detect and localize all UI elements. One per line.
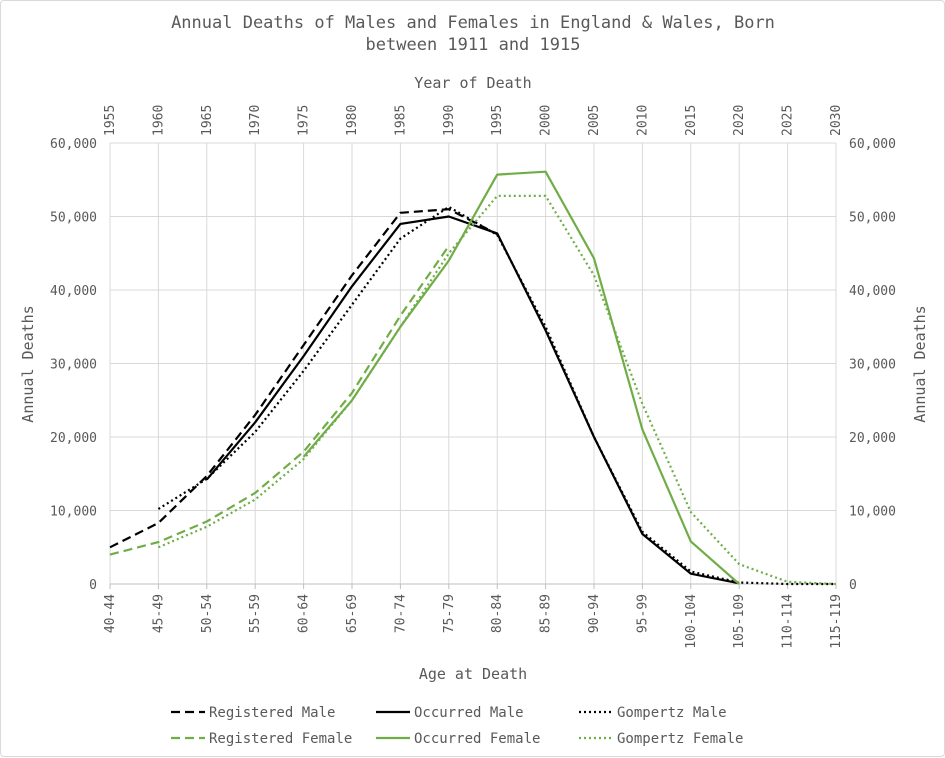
top-axis-title: Year of Death [414,74,531,92]
x-axis-title: Age at Death [419,665,527,683]
series-line-registered-female [109,245,450,556]
top-tick-label: 2020 [732,105,747,136]
y-axis-title: Annual Deaths [19,305,37,422]
series-line-gompertz-male [157,205,836,586]
y2-tick-label: 30,000 [849,358,896,373]
y2-tick-label: 0 [849,578,857,593]
top-tick-label: 2000 [539,105,554,136]
chart-title-line-1: Annual Deaths of Males and Females in En… [171,13,775,33]
x-tick-label: 75-79 [442,594,457,633]
axis-ticks: 0 0 10,000 10,000 20,000 20,000 30,000 30,000 40… [50,105,896,649]
y2-tick-label: 20,000 [849,431,896,446]
x-tick-label: 65-69 [345,594,360,633]
x-tick-label: 55-59 [248,594,263,633]
top-tick-label: 1975 [297,105,312,136]
x-tick-label: 105-109 [732,594,747,649]
y-tick-label: 10,000 [50,505,97,520]
chart-title-line-2: between 1911 and 1915 [366,35,581,55]
top-tick-label: 2025 [781,105,796,136]
legend-label-gompertz-male: Gompertz Male [617,705,727,721]
top-tick-label: 1980 [345,105,360,136]
y-tick-label: 60,000 [50,137,97,152]
y-tick-label: 20,000 [50,431,97,446]
x-tick-label: 45-49 [151,594,166,633]
y-tick-label: 50,000 [50,211,97,226]
legend-label-registered-male: Registered Male [209,705,335,721]
x-tick-label: 80-84 [490,594,505,633]
y2-tick-label: 50,000 [849,211,896,226]
series-lines [109,170,837,586]
top-tick-label: 2030 [829,105,844,136]
x-tick-label: 70-74 [393,594,408,633]
legend: Registered Male Occurred Male Gompertz Mal… [171,705,743,747]
y2-tick-label: 10,000 [849,505,896,520]
y-tick-label: 30,000 [50,358,97,373]
gridlines [109,142,837,585]
top-tick-label: 2005 [587,105,602,136]
y2-tick-label: 60,000 [849,137,896,152]
y-tick-label: 0 [89,578,97,593]
top-tick-label: 1985 [393,105,408,136]
x-tick-label: 110-114 [781,594,796,649]
series-line-occurred-male [205,215,740,585]
top-tick-label: 1960 [151,105,166,136]
x-tick-label: 85-89 [539,594,554,633]
x-tick-label: 60-64 [297,594,312,633]
x-tick-label: 100-104 [684,594,699,649]
y-tick-label: 40,000 [50,284,97,299]
top-tick-label: 2015 [684,105,699,136]
x-tick-label: 40-44 [103,594,118,633]
legend-label-gompertz-female: Gompertz Female [617,731,743,747]
top-tick-label: 1955 [103,105,118,136]
x-tick-label: 50-54 [200,594,215,633]
legend-label-occurred-male: Occurred Male [414,705,524,721]
x-tick-label: 90-94 [587,594,602,633]
legend-label-occurred-female: Occurred Female [414,731,540,747]
x-tick-label: 115-119 [829,594,844,649]
top-tick-label: 1995 [490,105,505,136]
top-tick-label: 2010 [635,105,650,136]
legend-label-registered-female: Registered Female [209,731,352,747]
series-line-registered-male [109,208,498,549]
series-line-occurred-female [302,170,740,585]
top-tick-label: 1970 [248,105,263,136]
y2-axis-title: Annual Deaths [911,305,929,422]
top-tick-label: 1965 [200,105,215,136]
y2-tick-label: 40,000 [849,284,896,299]
x-tick-label: 95-99 [635,594,650,633]
top-tick-label: 1990 [442,105,457,136]
